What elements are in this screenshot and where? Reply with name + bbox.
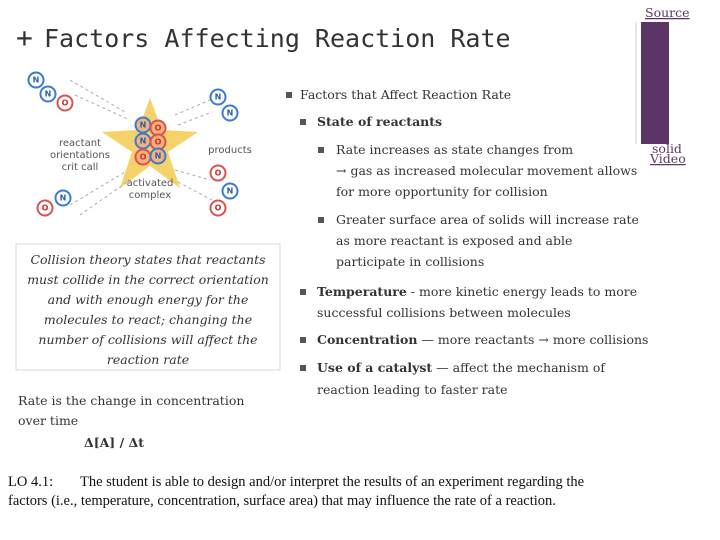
plus-mark: + [16,21,33,54]
atom [149,147,167,165]
bullet-line: → gas as increased molecular movement al… [336,163,637,178]
caption-line: must collide in the correct orientation [27,272,269,287]
bullet-line: successful collisions between molecules [317,305,571,320]
atom [27,71,45,89]
caption-line: number of collisions will affect the [38,332,257,347]
atom-label: N [140,121,147,130]
source-link[interactable]: Source [645,5,690,20]
bullet-line: for more opportunity for collision [336,184,548,199]
objective-line: factors (i.e., temperature, concentratio… [8,493,556,509]
atom [209,164,227,182]
bullet-line: Rate increases as state changes from [336,142,573,157]
bullet-line: as more reactant is exposed and able [336,233,572,248]
bullet-marker [318,147,324,153]
objective-line: The student is able to design and/or int… [80,474,584,490]
bullet-line: Greater surface area of solids will incr… [336,212,639,227]
atom-label: N [227,187,234,196]
diagram-label: complex [129,190,171,201]
atom-label: N [215,93,222,102]
bullet-marker [300,289,306,295]
atom [54,189,72,207]
bullet-line: reaction leading to faster rate [317,382,508,397]
atom-label: N [60,194,67,203]
bullet-lead: Concentration [317,332,417,347]
atom-label: O [155,138,162,147]
diagram-label: activated [127,178,174,189]
rate-line: over time [18,413,78,428]
bullet-line: participate in collisions [336,254,484,269]
learning-objective: LO 4.1: The student is able to design and… [8,474,584,509]
bullet-line: — more reactants → more collisions [417,332,648,347]
video-bar[interactable] [641,22,669,144]
diagram-label: orientations [50,150,110,161]
bullet-lead: Temperature [317,284,407,299]
rate-definition: Rate is the change in concentration over … [18,393,244,450]
atom-label: O [215,204,222,213]
objective-code: LO 4.1: [8,474,53,490]
bullet-lead: Use of a catalyst [317,360,432,375]
atom [36,199,54,217]
atom-label: O [215,169,222,178]
video-link[interactable]: Video [649,151,686,166]
overlay-text: solid [652,141,682,156]
atom [221,104,239,122]
atom-label: N [155,152,162,161]
bullet-marker [300,119,306,125]
bullet-list: Factors that Affect Reaction Rate State o… [286,87,648,397]
formula: Δ[A] / Δt [84,435,144,450]
atom [221,182,239,200]
atom-label: O [140,153,147,162]
bullet-line: Factors that Affect Reaction Rate [300,87,511,102]
diagram-label: reactant [59,138,101,149]
atom [39,85,57,103]
title: Factors Affecting Reaction Rate [44,24,511,53]
motion-arrows [69,79,213,216]
rate-line: Rate is the change in concentration [18,393,244,408]
bullet-lead: State of reactants [317,114,442,129]
atom-label: N [140,137,147,146]
atom [209,88,227,106]
bullet-marker [286,92,292,98]
atom-label: N [45,90,52,99]
caption-line: and with enough energy for the [48,292,249,307]
atom-label: O [155,124,162,133]
bullet-marker [300,337,306,343]
caption: Collision theory states that reactants mu… [27,252,269,367]
atom-label: N [227,109,234,118]
caption-box [15,243,281,371]
bullet-marker [300,365,306,371]
atom [56,94,74,112]
diagram-label: crit call [62,162,99,173]
caption-line: molecules to react; changing the [44,312,252,327]
atom-label: N [33,76,40,85]
caption-line: Collision theory states that reactants [30,252,265,267]
caption-line: reaction rate [107,352,189,367]
atom [209,199,227,217]
bullet-line: — affect the mechanism of [432,360,606,375]
bullet-marker [318,217,324,223]
atom-label: O [62,99,69,108]
diagram-label: products [208,145,252,156]
bullet-line: - more kinetic energy leads to more [407,284,637,299]
atom-label: O [42,204,49,213]
